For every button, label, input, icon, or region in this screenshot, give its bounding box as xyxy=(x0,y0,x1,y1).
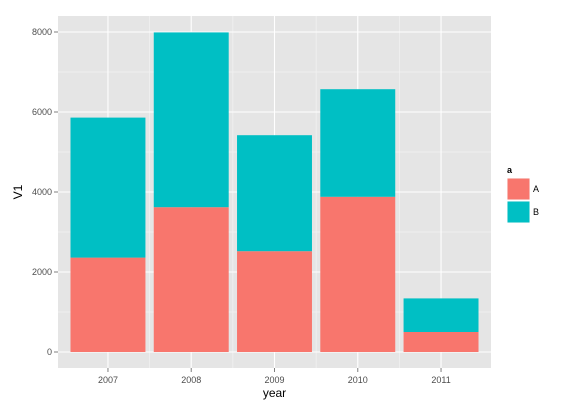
bar-B-2011 xyxy=(403,298,479,332)
bar-A-2010 xyxy=(320,196,396,352)
legend-label-A: A xyxy=(533,184,539,194)
legend-swatch-B xyxy=(507,201,530,223)
x-tick-label: 2007 xyxy=(98,375,118,385)
y-tick-label: 6000 xyxy=(32,107,52,117)
legend-title: a xyxy=(507,165,513,175)
bars-layer xyxy=(70,32,479,352)
y-axis: 0 2000 4000 6000 8000 xyxy=(32,27,58,357)
y-tick-label: 0 xyxy=(47,347,52,357)
x-tick-label: 2009 xyxy=(264,375,284,385)
x-tick-label: 2010 xyxy=(348,375,368,385)
bar-B-2007 xyxy=(70,117,146,258)
legend-label-B: B xyxy=(533,207,539,217)
y-axis-title: V1 xyxy=(11,184,25,199)
legend: a A B xyxy=(506,165,539,224)
bar-A-2008 xyxy=(153,207,229,352)
x-tick-label: 2011 xyxy=(431,375,450,385)
bar-A-2009 xyxy=(237,251,312,352)
y-tick-label: 4000 xyxy=(32,187,52,197)
y-tick-label: 2000 xyxy=(32,267,52,277)
legend-swatch-A xyxy=(507,178,530,200)
y-tick-label: 8000 xyxy=(32,27,52,37)
bar-A-2011 xyxy=(403,332,479,352)
x-tick-label: 2008 xyxy=(181,375,201,385)
x-axis-title: year xyxy=(263,386,286,400)
bar-A-2007 xyxy=(70,257,146,352)
bar-B-2008 xyxy=(153,32,229,208)
bar-B-2009 xyxy=(237,135,312,252)
bar-B-2010 xyxy=(320,89,396,197)
x-axis: 2007 2008 2009 2010 2011 xyxy=(98,368,451,385)
